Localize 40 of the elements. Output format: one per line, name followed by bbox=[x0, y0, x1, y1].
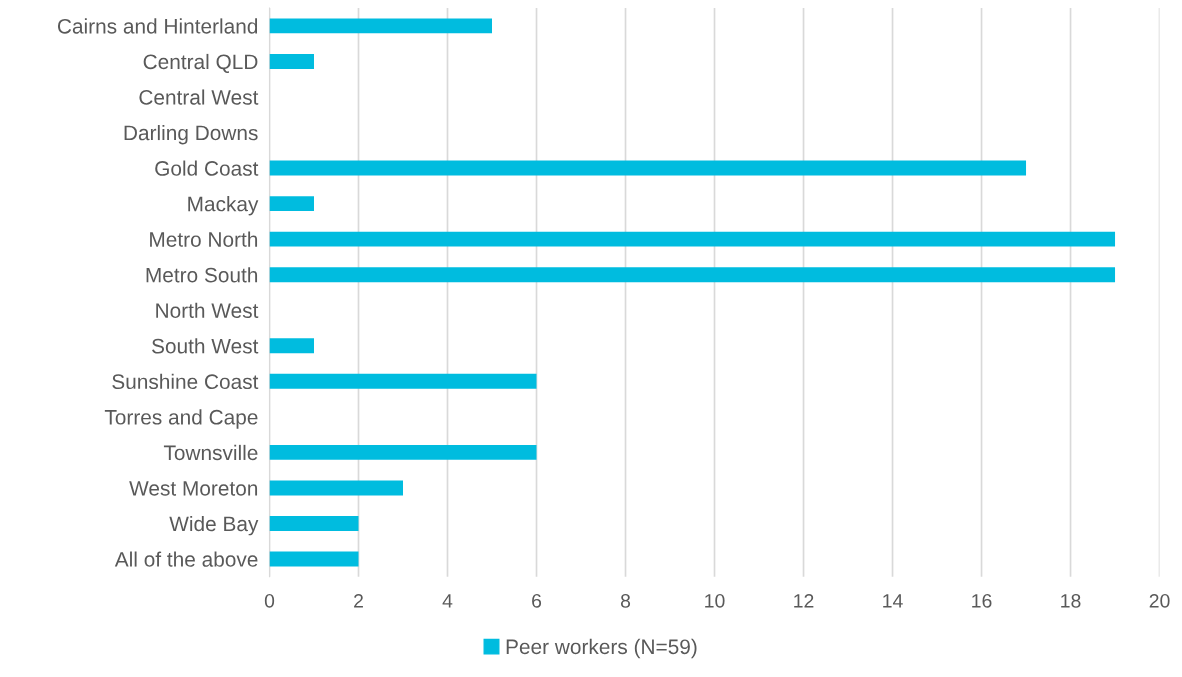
y-tick-label: Mackay bbox=[188, 196, 259, 216]
y-tick-label: Central West bbox=[139, 89, 259, 105]
y-tick-label: All of the above bbox=[114, 551, 258, 567]
x-tick-label: 14 bbox=[883, 594, 903, 608]
y-tick-label: Central QLD bbox=[143, 53, 258, 73]
y-tick-label: West Moreton bbox=[129, 481, 258, 496]
bar bbox=[269, 551, 359, 567]
x-tick-label: 16 bbox=[972, 593, 992, 608]
bar bbox=[269, 373, 537, 389]
x-tick-label: 18 bbox=[1061, 593, 1081, 608]
bar bbox=[269, 444, 537, 460]
y-tick-label: Metro South bbox=[146, 267, 258, 283]
y-tick-label: Townsville bbox=[163, 444, 258, 461]
y-tick-label: Torres and Cape bbox=[104, 409, 258, 429]
bar bbox=[269, 338, 314, 354]
y-tick-label: Gold Coast bbox=[155, 160, 259, 176]
x-tick-label: 6 bbox=[532, 593, 542, 608]
x-tick-label: 20 bbox=[1149, 593, 1170, 608]
x-tick-label: 2 bbox=[354, 593, 363, 608]
y-tick-label: South West bbox=[152, 338, 259, 354]
bar bbox=[269, 516, 359, 531]
x-tick-label: 8 bbox=[620, 593, 631, 608]
y-tick-label: Sunshine Coast bbox=[112, 373, 259, 390]
y-tick-label: Wide Bay bbox=[169, 515, 259, 536]
x-tick-label: 4 bbox=[442, 594, 453, 608]
bar bbox=[269, 53, 314, 69]
bar bbox=[269, 231, 1116, 247]
x-tick-label: 10 bbox=[705, 593, 725, 608]
legend-label: Peer workers (N=59) bbox=[506, 638, 697, 659]
y-tick-label: North West bbox=[156, 302, 259, 318]
bar bbox=[269, 160, 1027, 176]
bar bbox=[269, 267, 1116, 283]
bar bbox=[269, 196, 314, 212]
x-tick-label: 12 bbox=[794, 593, 814, 608]
y-tick-label: Darling Downs bbox=[124, 124, 258, 145]
bar bbox=[269, 480, 403, 496]
x-tick-label: 0 bbox=[264, 593, 275, 608]
y-tick-label: Metro North bbox=[150, 231, 258, 247]
y-tick-label: Cairns and Hinterland bbox=[57, 18, 258, 34]
bar bbox=[269, 18, 493, 34]
